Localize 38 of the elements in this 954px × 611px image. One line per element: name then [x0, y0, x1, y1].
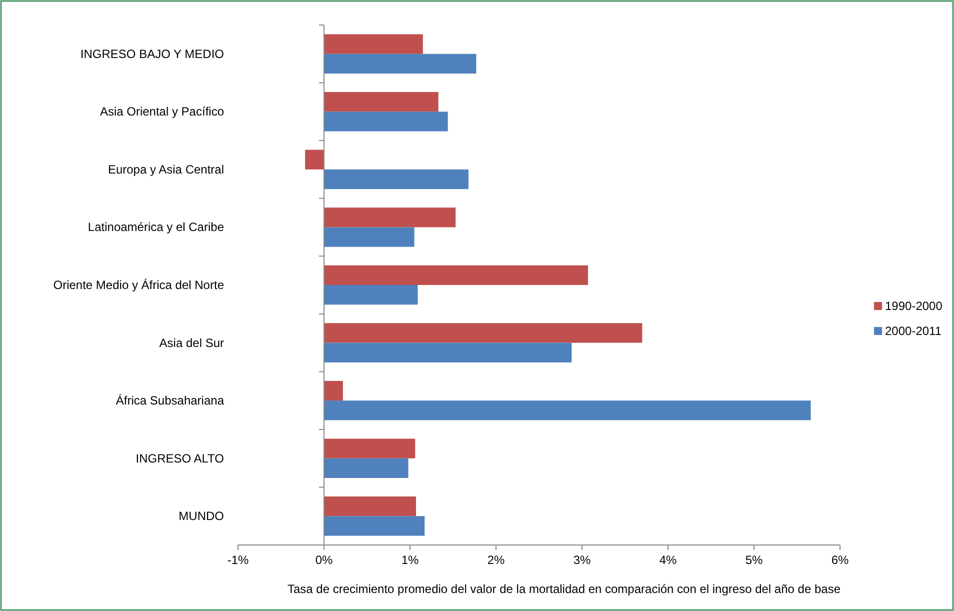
bar [324, 496, 416, 516]
x-tick-label: -1% [227, 553, 249, 567]
x-tick-label: 0% [315, 553, 333, 567]
y-tick-label: África Subsahariana [116, 394, 224, 408]
x-tick-label: 3% [573, 553, 591, 567]
y-tick-label: Europa y Asia Central [108, 162, 224, 176]
bar [324, 112, 448, 132]
bar [324, 54, 476, 74]
bar [324, 438, 416, 458]
y-tick-label: Oriente Medio y África del Norte [53, 278, 224, 292]
x-tick-label: 2% [487, 553, 505, 567]
bar [324, 208, 456, 228]
x-tick-label: 6% [831, 553, 849, 567]
bar [324, 227, 414, 247]
bar [324, 400, 811, 420]
legend-label: 1990-2000 [885, 299, 943, 313]
y-tick-label: INGRESO ALTO [136, 451, 224, 466]
bar [324, 516, 425, 536]
bar [324, 92, 438, 112]
y-tick-label: INGRESO BAJO Y MEDIO [80, 46, 224, 61]
bar [324, 34, 423, 54]
bar [324, 323, 642, 343]
x-tick-label: 1% [401, 553, 419, 567]
bar [324, 265, 588, 285]
x-axis-title: Tasa de crecimiento promedio del valor de la mortalidad en comparación con el ingreso del año de base [288, 582, 841, 596]
x-tick-label: 4% [659, 553, 677, 567]
legend-label: 2000-2011 [885, 324, 942, 338]
bar [324, 342, 572, 362]
y-tick-label: MUNDO [178, 509, 224, 524]
y-tick-label: Asia del Sur [159, 336, 224, 350]
x-tick-label: 5% [745, 553, 763, 567]
bar [324, 169, 468, 190]
bar [324, 380, 343, 401]
y-tick-label: Asia Oriental y Pacífico [100, 104, 224, 119]
bar [324, 458, 408, 478]
y-tick-label: Latinoamérica y el Caribe [88, 220, 224, 234]
bar [305, 150, 324, 170]
bar [324, 285, 418, 305]
